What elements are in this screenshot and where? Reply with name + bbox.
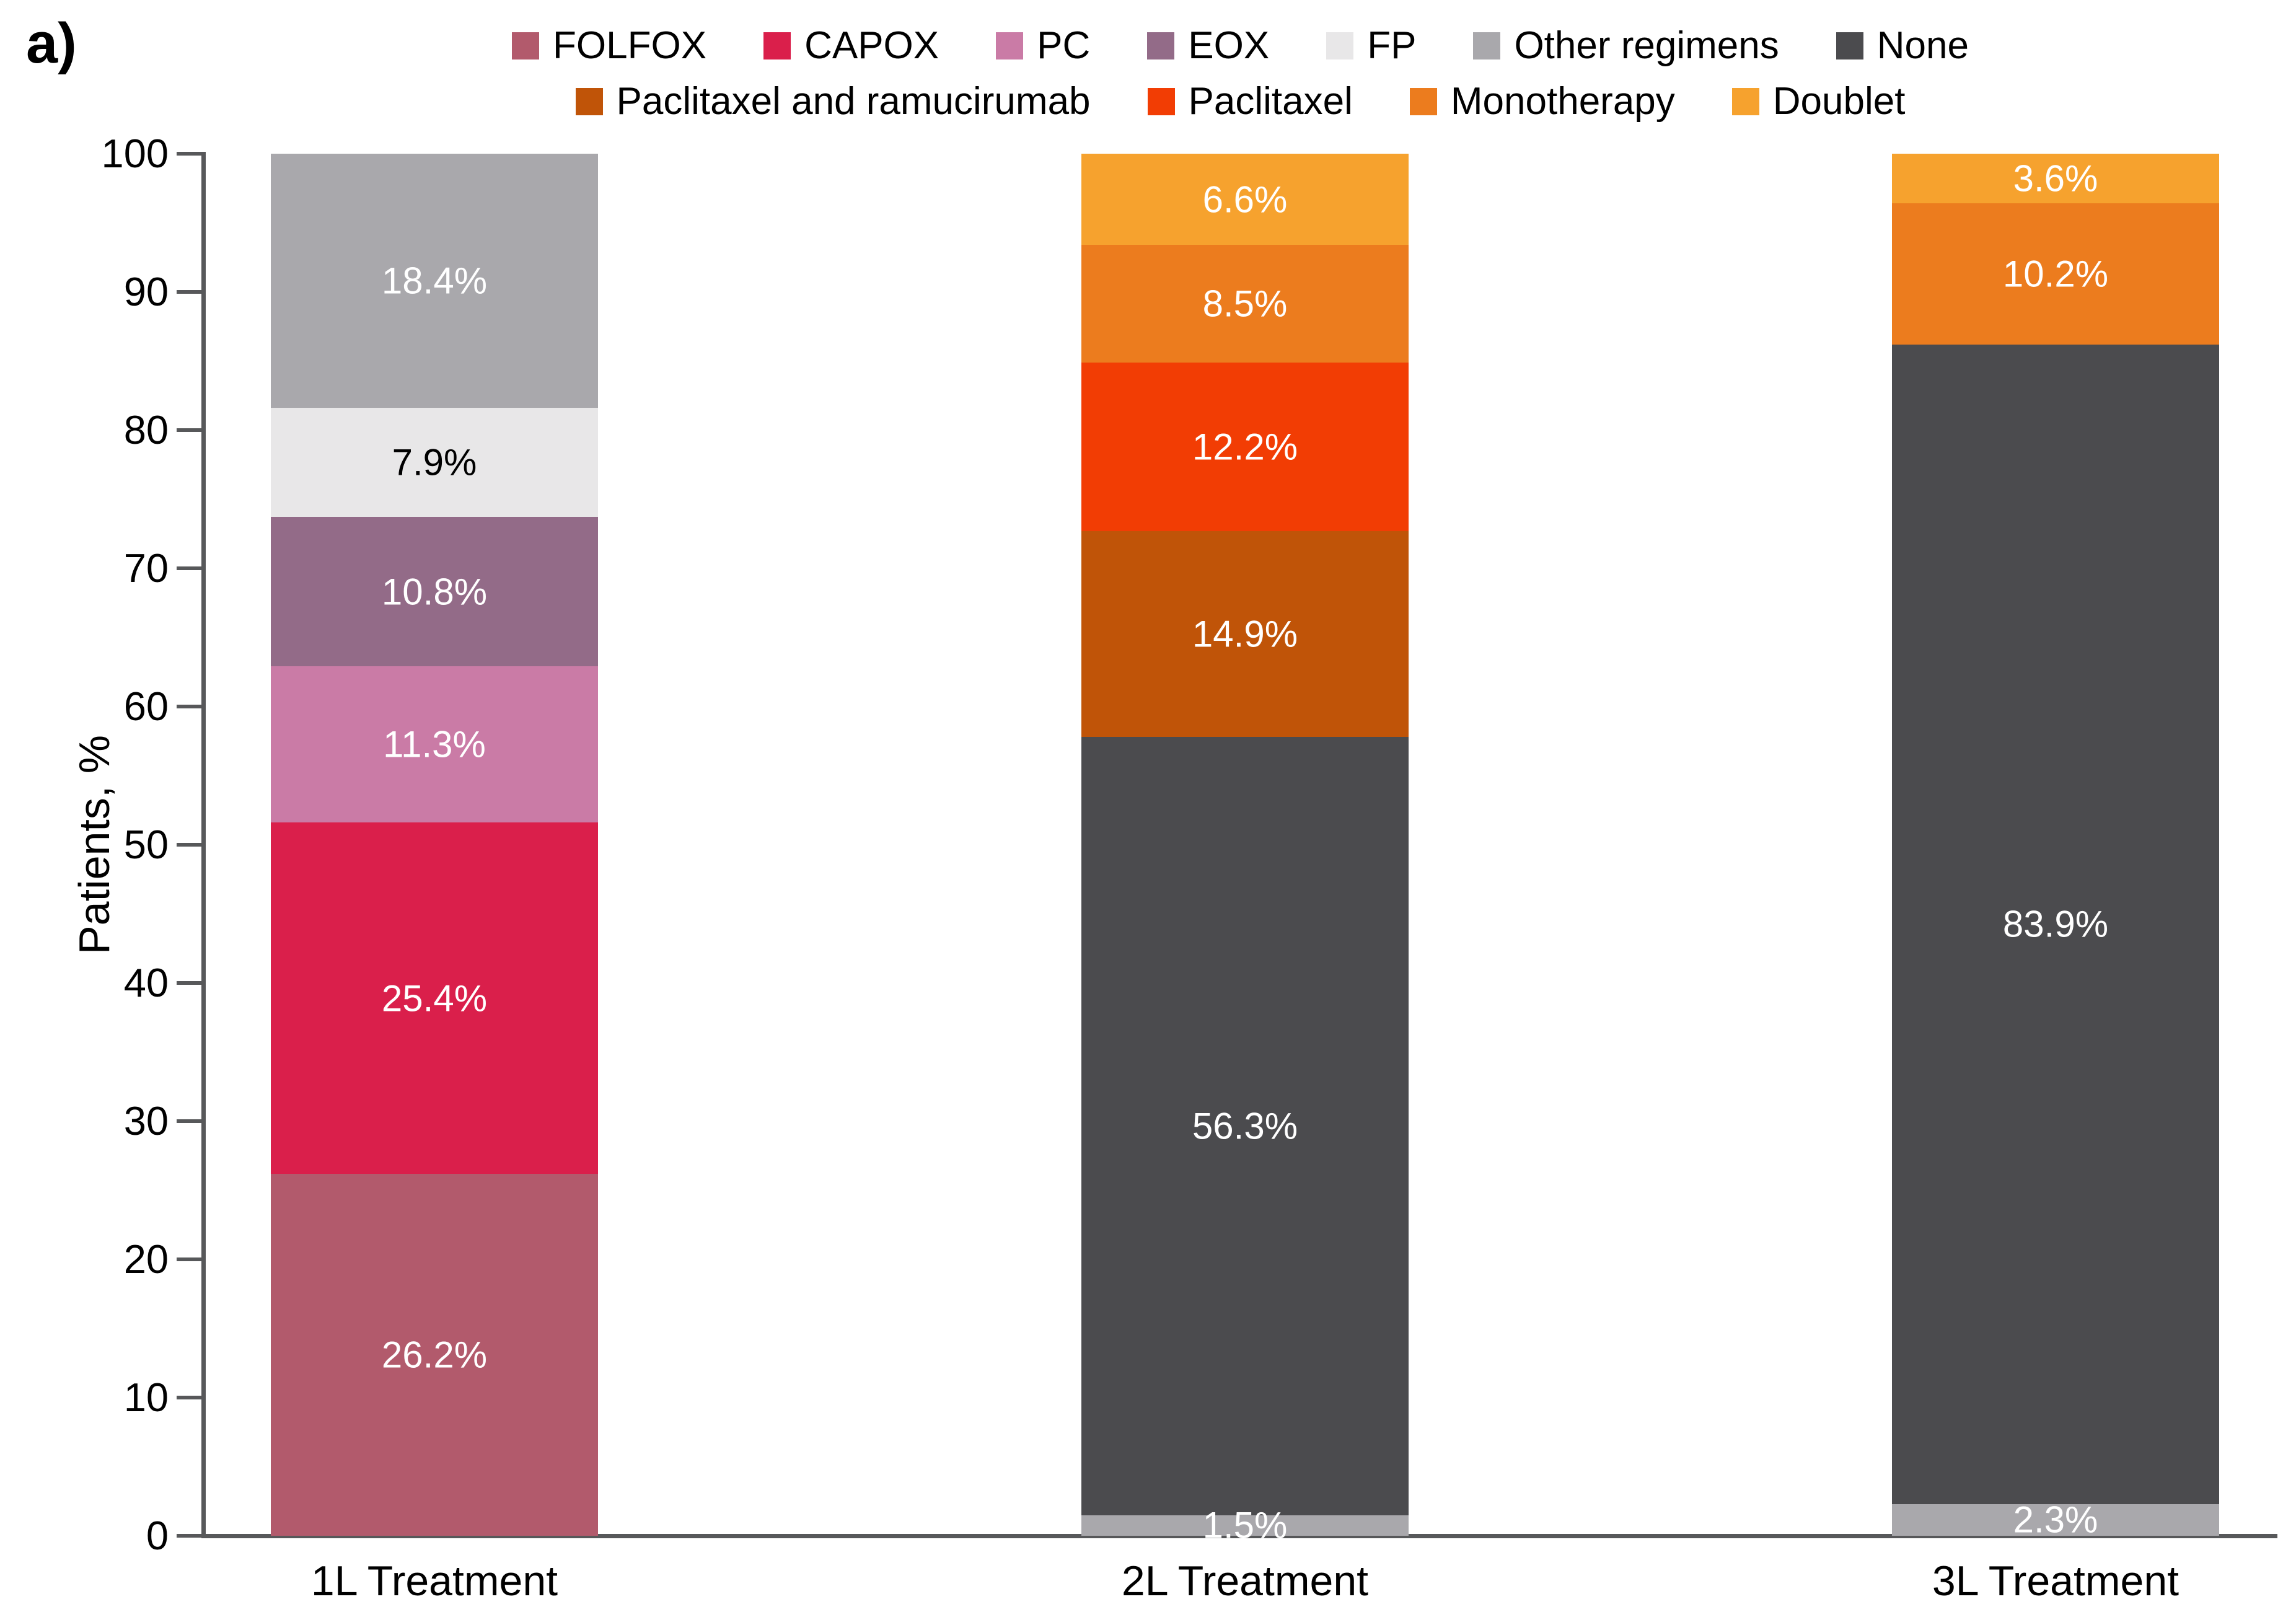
segment-label: 10.2% (2002, 253, 2109, 295)
legend-swatch-icon (996, 32, 1024, 59)
legend-item-label: FP (1367, 24, 1417, 67)
legend-swatch-icon (1836, 32, 1863, 59)
legend-swatch-icon (575, 88, 603, 115)
y-tick (177, 428, 206, 432)
legend-item: Doublet (1731, 79, 1906, 124)
legend-item: Paclitaxel and ramucirumab (575, 79, 1091, 124)
bar-segment: 12.2% (1081, 362, 1409, 531)
y-tick-label: 80 (123, 407, 169, 452)
segment-label: 25.4% (381, 977, 488, 1020)
x-category-label: 2L Treatment (1121, 1557, 1369, 1605)
y-tick-label: 100 (101, 131, 169, 176)
x-category-label: 3L Treatment (1932, 1557, 2179, 1605)
bar-segment: 56.3% (1081, 737, 1409, 1515)
legend-swatch-icon (1731, 88, 1759, 115)
legend-row: Paclitaxel and ramucirumab Paclitaxel Mono… (203, 79, 2277, 124)
segment-label: 56.3% (1192, 1105, 1298, 1147)
segment-label: 11.3% (383, 723, 486, 765)
legend-item: PC (996, 24, 1090, 68)
y-tick (177, 1257, 206, 1261)
y-tick (177, 981, 206, 985)
bar-segment: 8.5% (1081, 245, 1409, 363)
legend-item: CAPOX (763, 24, 939, 68)
bar-segment: 26.2% (271, 1173, 598, 1536)
legend-swatch-icon (1326, 32, 1354, 59)
y-tick (177, 1534, 206, 1538)
segment-label: 14.9% (1192, 613, 1298, 655)
y-tick-label: 0 (146, 1513, 169, 1558)
x-axis-line (201, 1534, 2277, 1538)
legend-swatch-icon (763, 32, 791, 59)
legend-item-label: Monotherapy (1450, 80, 1675, 123)
figure-label: a) (26, 12, 77, 75)
legend-item: FOLFOX (512, 24, 706, 68)
legend-item: FP (1326, 24, 1416, 68)
y-tick-label: 60 (123, 684, 169, 729)
legend-item-label: None (1876, 24, 1969, 67)
legend-item-label: FOLFOX (553, 24, 707, 67)
bar-segment: 6.6% (1081, 154, 1409, 245)
segment-label: 6.6% (1202, 178, 1288, 221)
legend-item-label: CAPOX (804, 24, 939, 67)
legend-item: None (1836, 24, 1969, 68)
legend-item-label: Paclitaxel and ramucirumab (616, 80, 1091, 123)
legend: FOLFOX CAPOX PC EOX FP Other regimens None Pacl… (203, 24, 2277, 124)
legend-item-label: Other regimens (1514, 24, 1779, 67)
segment-label: 1.5% (1202, 1504, 1288, 1546)
legend-swatch-icon (1409, 88, 1437, 115)
legend-swatch-icon (1147, 88, 1175, 115)
segment-label: 2.3% (2013, 1499, 2098, 1541)
segment-label: 3.6% (2013, 157, 2098, 200)
y-tick (177, 152, 206, 156)
segment-label: 18.4% (381, 260, 488, 302)
legend-item-label: EOX (1188, 24, 1270, 67)
y-tick (177, 566, 206, 570)
y-tick-label: 90 (123, 269, 169, 314)
bar-segment: 3.6% (1892, 154, 2219, 204)
y-tick-label: 40 (123, 960, 169, 1005)
y-tick (177, 1396, 206, 1399)
bar-segment: 10.8% (271, 517, 598, 667)
x-category-label: 1L Treatment (310, 1557, 558, 1605)
legend-swatch-icon (1147, 32, 1175, 59)
bar-segment: 7.9% (271, 408, 598, 518)
segment-label: 26.2% (381, 1334, 488, 1376)
segment-label: 10.8% (381, 571, 488, 613)
y-tick-label: 70 (123, 545, 169, 591)
legend-item: Paclitaxel (1147, 79, 1353, 124)
bar-segment: 14.9% (1081, 531, 1409, 738)
legend-item: Other regimens (1473, 24, 1779, 68)
y-tick (177, 705, 206, 708)
legend-item: Monotherapy (1409, 79, 1675, 124)
bar-segment: 83.9% (1892, 344, 2219, 1504)
legend-item-label: PC (1037, 24, 1091, 67)
y-tick (177, 843, 206, 847)
bar-segment: 1.5% (1081, 1505, 1409, 1546)
y-tick-label: 20 (123, 1236, 169, 1282)
segment-label: 12.2% (1192, 426, 1298, 468)
y-tick (177, 1119, 206, 1123)
segment-label: 7.9% (392, 441, 477, 483)
legend-item-label: Paclitaxel (1188, 80, 1353, 123)
legend-swatch-icon (512, 32, 540, 59)
y-tick-label: 10 (123, 1375, 169, 1420)
segment-label: 83.9% (2002, 903, 2109, 945)
segment-label: 8.5% (1202, 283, 1288, 325)
legend-item: EOX (1147, 24, 1269, 68)
bar-segment: 2.3% (1892, 1499, 2219, 1541)
bar-segment: 11.3% (271, 666, 598, 823)
bar-segment: 18.4% (271, 154, 598, 408)
legend-item-label: Doublet (1772, 80, 1906, 123)
bar-segment: 25.4% (271, 822, 598, 1174)
y-tick-label: 30 (123, 1098, 169, 1143)
legend-row: FOLFOX CAPOX PC EOX FP Other regimens None (203, 24, 2277, 68)
y-tick-label: 50 (123, 822, 169, 867)
bar-segment: 10.2% (1892, 203, 2219, 345)
legend-swatch-icon (1473, 32, 1501, 59)
y-tick (177, 290, 206, 294)
